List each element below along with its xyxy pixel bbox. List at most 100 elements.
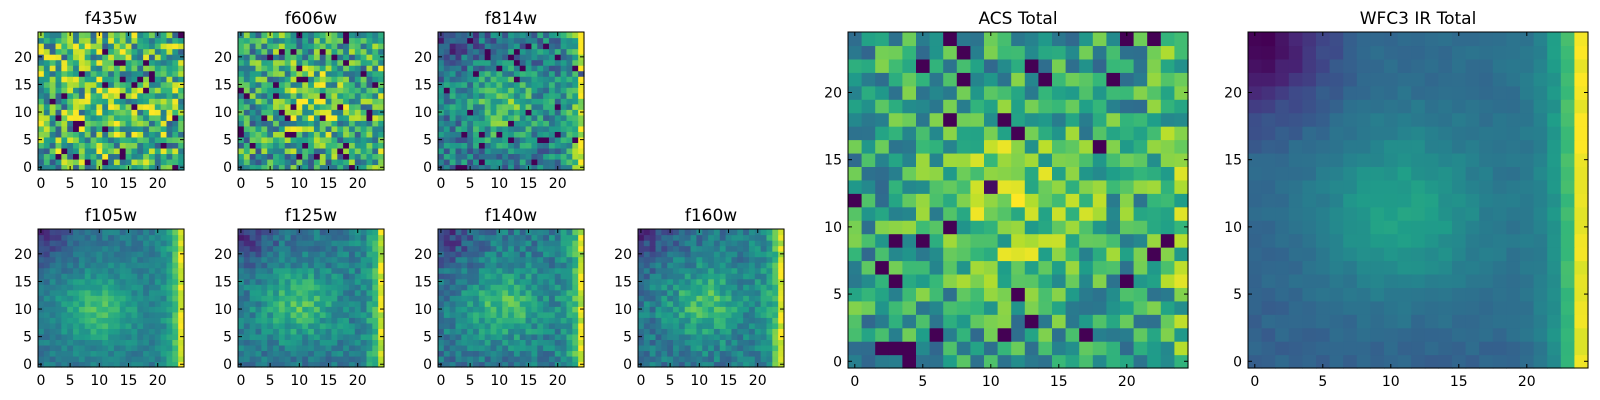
heatmap-cell: [261, 350, 268, 357]
heatmap-cell: [888, 193, 903, 208]
heatmap-cell: [513, 109, 521, 116]
heatmap-cell: [554, 153, 562, 160]
heatmap-cell: [166, 59, 173, 66]
heatmap-cell: [508, 311, 515, 318]
heatmap-cell: [1079, 247, 1094, 262]
heatmap-cell: [102, 120, 109, 127]
heatmap-cell: [90, 328, 97, 335]
heatmap-cell: [284, 109, 292, 116]
heatmap-cell: [578, 59, 585, 66]
heatmap-cell: [508, 229, 515, 236]
heatmap-cell: [566, 328, 573, 335]
heatmap-cell: [296, 109, 303, 116]
heatmap-cell: [443, 131, 451, 138]
heatmap-cell: [108, 344, 115, 352]
heatmap-cell: [343, 59, 350, 66]
heatmap-cell: [997, 166, 1012, 181]
heatmap-cell: [354, 273, 362, 280]
heatmap-cell: [537, 32, 544, 39]
heatmap-cell: [119, 300, 127, 307]
heatmap-cell: [531, 32, 538, 39]
x-tick-label: 5: [266, 373, 275, 389]
heatmap-cell: [108, 147, 115, 155]
heatmap-cell: [548, 273, 556, 280]
heatmap-cell: [461, 158, 468, 166]
heatmap-cell: [461, 278, 468, 285]
heatmap-cell: [1038, 193, 1053, 208]
heatmap-cell: [888, 179, 903, 194]
heatmap-cell: [366, 43, 373, 50]
heatmap-cell: [296, 273, 303, 280]
heatmap-cell: [560, 344, 568, 352]
heatmap-cell: [502, 273, 509, 280]
heatmap-cell: [348, 300, 356, 307]
x-tick-label: 5: [466, 176, 475, 192]
heatmap-cell: [148, 37, 156, 44]
heatmap-cell: [302, 262, 309, 269]
heatmap-cell: [455, 344, 462, 352]
heatmap-cell: [90, 142, 97, 149]
y-tick-label: 10: [414, 105, 432, 121]
heatmap-cell: [667, 245, 674, 252]
heatmap-cell: [67, 54, 74, 61]
heatmap-cell: [84, 317, 92, 324]
heatmap-cells-2: [238, 32, 385, 171]
heatmap-cell: [249, 43, 257, 50]
heatmap-cell: [90, 153, 97, 160]
heatmap-cell: [372, 158, 379, 166]
heatmap-cell: [55, 328, 62, 335]
heatmap-cell: [929, 354, 944, 369]
heatmap-cell: [249, 59, 257, 66]
heatmap-cell: [113, 48, 121, 55]
heatmap-cell: [502, 147, 509, 155]
heatmap-cell: [360, 317, 368, 324]
heatmap-cell: [438, 284, 445, 291]
heatmap-cell: [684, 295, 692, 302]
heatmap-cell: [43, 114, 51, 121]
heatmap-cell: [55, 300, 62, 307]
heatmap-cell: [737, 339, 744, 346]
heatmap-cell: [284, 120, 292, 127]
heatmap-cell: [261, 164, 268, 171]
heatmap-cell: [513, 131, 521, 138]
heatmap-cell: [572, 92, 579, 99]
heatmap-cell: [137, 43, 144, 50]
heatmap-cell: [108, 256, 115, 263]
heatmap-cell: [513, 339, 521, 346]
heatmap-cell: [748, 278, 756, 285]
heatmap-cell: [348, 311, 356, 318]
heatmap-cell: [290, 300, 297, 307]
heatmap-cell: [1065, 341, 1080, 356]
heatmap-cell: [1024, 220, 1039, 235]
heatmap-cell: [778, 289, 785, 296]
heatmap-cell: [443, 92, 451, 99]
heatmap-cell: [67, 59, 74, 66]
heatmap-cell: [73, 120, 80, 127]
heatmap-cell: [337, 59, 344, 66]
heatmap-cell: [325, 76, 333, 83]
heatmap-cell: [337, 328, 344, 335]
heatmap-cell: [372, 240, 379, 247]
heatmap-cell: [478, 339, 486, 346]
heatmap-cell: [537, 81, 544, 88]
heatmap-cell: [90, 361, 97, 368]
heatmap-cell: [61, 76, 68, 83]
heatmap-cell: [67, 136, 74, 143]
heatmap-cell: [96, 339, 103, 346]
heatmap-cell: [67, 103, 74, 110]
heatmap-cell: [513, 251, 521, 258]
heatmap-cell: [302, 164, 309, 171]
heatmap-cell: [638, 300, 645, 307]
heatmap-cell: [143, 339, 150, 346]
heatmap-cell: [984, 300, 999, 315]
heatmap-cell: [490, 48, 497, 55]
heatmap-cell: [455, 109, 462, 116]
heatmap-cell: [572, 109, 579, 116]
heatmap-cell: [73, 54, 80, 61]
heatmap-cell: [55, 76, 62, 83]
heatmap-cell: [490, 328, 497, 335]
heatmap-cell: [848, 179, 863, 194]
heatmap-cell: [970, 341, 985, 356]
heatmap-cell: [455, 120, 462, 127]
heatmap-cell: [554, 339, 562, 346]
